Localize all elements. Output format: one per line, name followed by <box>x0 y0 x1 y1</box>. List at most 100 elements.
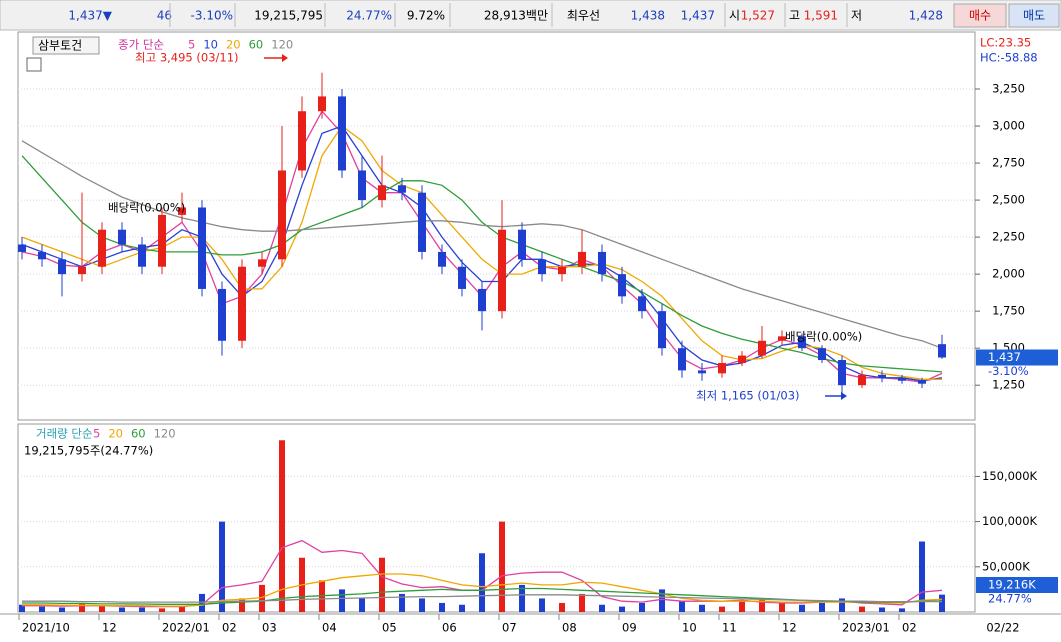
header-bar <box>0 0 1061 31</box>
legend-entry: 20 <box>108 427 123 441</box>
current-price-box <box>976 349 1058 366</box>
volume-bar <box>819 602 825 612</box>
sell-button[interactable] <box>1008 3 1060 28</box>
candle-body <box>458 266 466 289</box>
x-tick-label: 04 <box>322 621 337 635</box>
candle-body <box>938 344 946 358</box>
volume-bar <box>439 602 445 612</box>
candle-body <box>698 370 706 374</box>
low-arrow-head <box>841 392 847 400</box>
candle-body <box>738 355 746 363</box>
current-price: 1,437 <box>988 350 1021 364</box>
candle-body <box>18 244 26 252</box>
grid-icon[interactable] <box>26 57 42 72</box>
header-cell: 1,437 <box>681 9 715 23</box>
x-tick-label: 07 <box>502 621 517 635</box>
candle-body <box>338 96 346 171</box>
candle-body <box>378 185 386 201</box>
volume-bar <box>279 440 285 612</box>
volume-bar <box>79 603 85 612</box>
volume-bar <box>99 605 105 612</box>
volume-bar <box>119 607 125 612</box>
y-tick-label: 3,250 <box>992 82 1025 96</box>
volume-bar <box>899 608 905 612</box>
header-cells: 1,437▼ 46 -3.10% 19,215,795 24.77% 9.72% 28,91… <box>68 3 943 27</box>
x-tick-label: 09 <box>622 621 637 635</box>
buy-label[interactable]: 매수 <box>969 9 991 23</box>
y-tick-label: 150,000K <box>982 469 1038 483</box>
low-note: 최저 1,165 (01/03) <box>696 389 800 403</box>
hc-label: HC:-58.88 <box>980 51 1038 65</box>
candle-body <box>58 259 66 275</box>
volume-panel <box>17 423 976 613</box>
candle-body <box>138 244 146 267</box>
volume-bar <box>859 606 865 612</box>
current-volume-box <box>976 577 1058 593</box>
volume-bar <box>219 521 225 612</box>
volume-bar <box>239 598 245 612</box>
last-date: 02/22 <box>986 621 1019 635</box>
header-cell: 28,913백만 <box>484 9 548 23</box>
volume-bar <box>639 602 645 612</box>
candle-body <box>98 229 106 267</box>
x-tick-label: 10 <box>682 621 697 635</box>
legend-entry: 120 <box>154 427 176 441</box>
header-cell: 9.72% <box>407 9 445 23</box>
candle-body <box>778 336 786 341</box>
candle-body <box>158 214 166 267</box>
volume-bar <box>599 604 605 612</box>
header-cell: 19,215,795 <box>254 9 323 23</box>
volume-bar <box>359 598 365 612</box>
stock-name-box[interactable] <box>32 36 100 55</box>
legend-title: 종가 단순 <box>118 38 164 52</box>
header-cell: 46 <box>157 9 172 23</box>
volume-title: 거래량 단순 <box>36 427 93 441</box>
x-tick-label: 12 <box>782 621 797 635</box>
legend-entry: 60 <box>249 38 264 52</box>
header-cell: 1,438 <box>631 9 665 23</box>
volume-bar <box>659 589 665 612</box>
stock-name[interactable]: 삼부토건 <box>38 39 82 53</box>
candle-body <box>398 185 406 193</box>
current-volume-ratio: 24.77% <box>988 592 1032 606</box>
candle-body <box>718 362 726 374</box>
volume-bar <box>179 606 185 612</box>
header-cell: 최우선 <box>567 9 600 23</box>
candle-body <box>598 251 606 275</box>
candle-body <box>918 380 926 384</box>
candle-body <box>878 374 886 378</box>
current-volume: 19,216K <box>988 578 1036 592</box>
candle-body <box>478 288 486 312</box>
candle-body <box>498 229 506 312</box>
volume-bar <box>779 602 785 612</box>
candle-body <box>558 266 566 275</box>
candle-body <box>258 259 266 267</box>
header-cell: -3.10% <box>191 9 233 23</box>
volume-bar <box>739 601 745 612</box>
price-chart: 1,2501,5001,7502,0002,2502,5002,7503,000… <box>18 38 1058 398</box>
candle-body <box>38 251 46 260</box>
y-tick-label: 1,250 <box>992 378 1025 392</box>
legend-entry: 5 <box>188 38 195 52</box>
volume-bar <box>199 593 205 612</box>
candle-body <box>438 251 446 267</box>
buy-button[interactable] <box>953 3 1007 28</box>
volume-bar <box>719 606 725 612</box>
volume-bar <box>879 607 885 612</box>
volume-bar <box>39 606 45 612</box>
x-tick-label: 12 <box>102 621 117 635</box>
volume-bar <box>459 604 465 612</box>
candle-body <box>798 336 806 349</box>
candle-body <box>898 377 906 381</box>
sell-label[interactable]: 매도 <box>1023 9 1045 23</box>
volume-bar <box>139 607 145 612</box>
volume-bar <box>339 589 345 612</box>
y-tick-label: 100,000K <box>982 514 1038 528</box>
candle-body <box>198 207 206 289</box>
volume-bar <box>619 606 625 612</box>
legend-entry: 5 <box>93 427 100 441</box>
x-tick-label: 2021/10 <box>22 621 70 635</box>
x-tick-label: 06 <box>442 621 457 635</box>
y-tick-label: 1,750 <box>992 304 1025 318</box>
header-cell: 24.77% <box>346 9 392 23</box>
